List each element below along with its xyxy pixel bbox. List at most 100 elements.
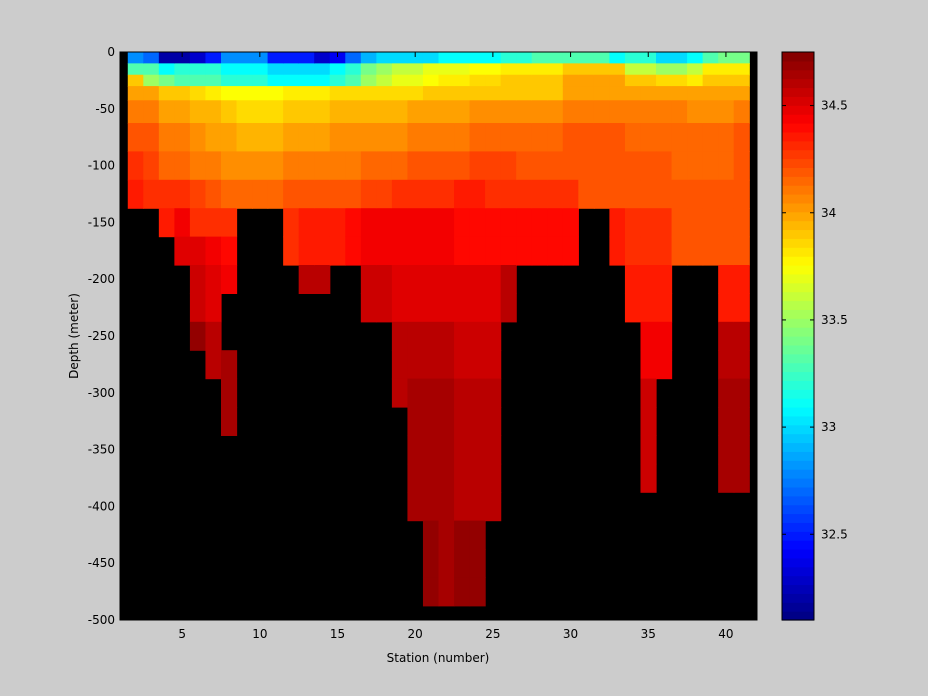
heatmap-cell (298, 208, 315, 238)
heatmap-cell (205, 350, 222, 380)
heatmap-cell (485, 208, 502, 238)
colorbar-step (782, 265, 814, 275)
heatmap-cell (454, 549, 471, 578)
heatmap-cell (656, 151, 673, 181)
heatmap-cell (438, 123, 455, 152)
colorbar-step (782, 531, 814, 541)
heatmap-cell (283, 236, 300, 266)
heatmap-cell (391, 151, 409, 181)
heatmap-cell (578, 151, 595, 181)
heatmap-cell (562, 179, 579, 209)
heatmap-cell (127, 86, 144, 101)
heatmap-cell (469, 208, 486, 238)
heatmap-cell (236, 52, 253, 64)
colorbar-tick-label: 33 (821, 420, 836, 434)
heatmap-cell (531, 208, 548, 238)
heatmap-cell (578, 123, 595, 152)
heatmap-cell (593, 86, 611, 101)
heatmap-cell (593, 52, 611, 64)
heatmap-cell (329, 100, 346, 124)
heatmap-cell (174, 100, 191, 124)
heatmap-cell (687, 52, 704, 64)
heatmap-cell (407, 293, 424, 323)
heatmap-cell (252, 123, 269, 152)
heatmap-cell (283, 123, 300, 152)
heatmap-cell (469, 321, 486, 351)
heatmap-cell (220, 86, 238, 101)
heatmap-cell (718, 407, 735, 436)
heatmap-cell (687, 123, 704, 152)
colorbar-step (782, 158, 814, 168)
heatmap-cell (593, 151, 611, 181)
colorbar-step (782, 60, 814, 71)
heatmap-cell (438, 407, 455, 436)
heatmap-cell (733, 208, 750, 238)
heatmap-cell (298, 179, 315, 209)
heatmap-cell (485, 74, 502, 87)
heatmap-cell (376, 123, 393, 152)
heatmap-cell (469, 236, 486, 266)
heatmap-cell (438, 378, 455, 408)
heatmap-cell (283, 208, 300, 238)
heatmap-cell (220, 63, 238, 76)
heatmap-cell (469, 378, 486, 408)
heatmap-cell (407, 208, 424, 238)
y-tick-label: -400 (88, 499, 115, 513)
heatmap-cell (671, 63, 688, 76)
heatmap-cell (376, 100, 393, 124)
heatmap-cell (485, 492, 502, 522)
heatmap-cell (220, 52, 238, 64)
heatmap-cell (220, 123, 238, 152)
heatmap-cell (640, 407, 657, 436)
heatmap-cell (547, 52, 564, 64)
heatmap-cell (345, 52, 362, 64)
heatmap-cell (547, 63, 564, 76)
heatmap-cell (640, 378, 657, 408)
colorbar-step (782, 371, 814, 381)
heatmap-cells (127, 52, 750, 607)
heatmap-cell (469, 520, 486, 550)
colorbar-step (782, 167, 814, 177)
heatmap-cell (314, 208, 331, 238)
heatmap-cell (562, 86, 579, 101)
heatmap-cell (329, 208, 346, 238)
heatmap-cell (516, 52, 533, 64)
heatmap-cell (174, 52, 191, 64)
heatmap-cell (500, 265, 517, 294)
heatmap-cell (609, 236, 626, 266)
heatmap-cell (485, 378, 502, 408)
heatmap-cell (547, 74, 564, 87)
heatmap-cell (516, 236, 533, 266)
heatmap-cell (407, 407, 424, 436)
heatmap-cell (687, 63, 704, 76)
heatmap-cell (220, 74, 238, 87)
heatmap-cell (205, 100, 222, 124)
heatmap-cell (283, 52, 300, 64)
y-tick-label: -50 (95, 102, 115, 116)
heatmap-cell (298, 52, 315, 64)
heatmap-cell (733, 293, 750, 323)
heatmap-cell (609, 86, 626, 101)
colorbar-step (782, 220, 814, 231)
colorbar-gradient (782, 52, 814, 621)
heatmap-cell (500, 52, 517, 64)
heatmap-cell (516, 100, 533, 124)
heatmap-cell (158, 52, 175, 64)
heatmap-cell (454, 63, 471, 76)
heatmap-cell (469, 63, 486, 76)
heatmap-cell (454, 293, 471, 323)
colorbar-step (782, 327, 814, 337)
heatmap-cell (485, 265, 502, 294)
heatmap-cell (640, 63, 657, 76)
heatmap-cell (733, 378, 750, 408)
heatmap-cell (391, 293, 409, 323)
heatmap-cell (407, 378, 424, 408)
heatmap-cell (702, 123, 719, 152)
heatmap-cell (314, 179, 331, 209)
heatmap-cell (485, 52, 502, 64)
heatmap-cell (485, 463, 502, 493)
heatmap-cell (298, 236, 315, 266)
heatmap-cell (422, 463, 440, 493)
heatmap-cell (562, 123, 579, 152)
heatmap-cell (485, 407, 502, 436)
